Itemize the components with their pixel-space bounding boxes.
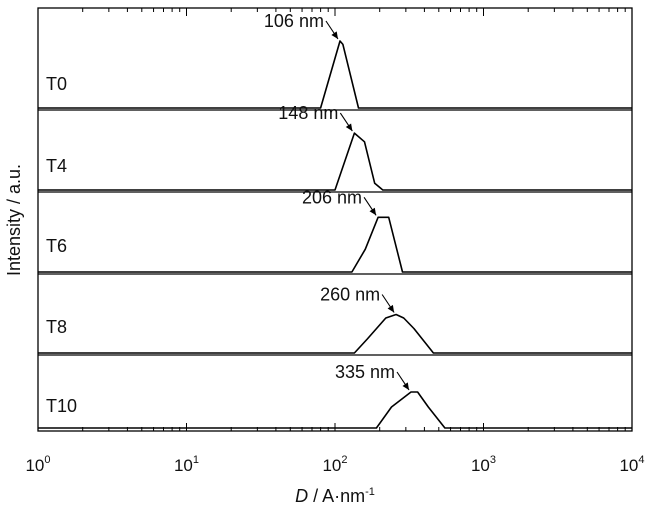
x-tick-label: 103 <box>471 454 496 475</box>
x-tick-label: 102 <box>322 454 347 475</box>
trace-t4 <box>38 132 632 191</box>
peak-arrow-head <box>387 304 395 313</box>
trace-t6 <box>38 216 632 273</box>
x-axis-ticks <box>37 8 626 431</box>
peak-label-t6: 206 nm <box>302 187 362 207</box>
trace-label-t8: T8 <box>46 317 67 337</box>
trace-labels: T0 T4 T6 T8 T10 <box>46 74 77 416</box>
trace-dividers <box>38 109 632 356</box>
peak-arrow-head <box>369 207 377 216</box>
trace-label-t6: T6 <box>46 236 67 256</box>
trace-t10 <box>38 391 632 429</box>
trace-label-t10: T10 <box>46 396 77 416</box>
peak-arrow-head <box>345 123 353 132</box>
peak-arrow-head <box>331 31 338 39</box>
peak-label-t10: 335 nm <box>335 362 395 382</box>
x-tick-label: 104 <box>619 454 644 475</box>
traces <box>38 40 632 429</box>
peak-label-t8: 260 nm <box>320 285 380 305</box>
trace-label-t0: T0 <box>46 74 67 94</box>
peak-labels: 106 nm 148 nm 206 nm 260 nm 335 nm <box>264 11 395 382</box>
peak-label-t4: 148 nm <box>278 103 338 123</box>
peak-arrow-head <box>402 382 409 390</box>
y-axis-title: Intensity / a.u. <box>4 164 24 276</box>
peak-arrows <box>325 20 410 391</box>
trace-t0 <box>38 40 632 109</box>
trace-label-t4: T4 <box>46 156 67 176</box>
trace-t8 <box>38 313 632 354</box>
x-tick-label: 101 <box>174 454 199 475</box>
x-axis-title: D / A·nm-1 <box>295 486 375 506</box>
x-tick-label: 100 <box>25 454 50 475</box>
peak-label-t0: 106 nm <box>264 11 324 31</box>
x-axis-tick-labels: 100 101 102 103 104 <box>25 454 644 475</box>
